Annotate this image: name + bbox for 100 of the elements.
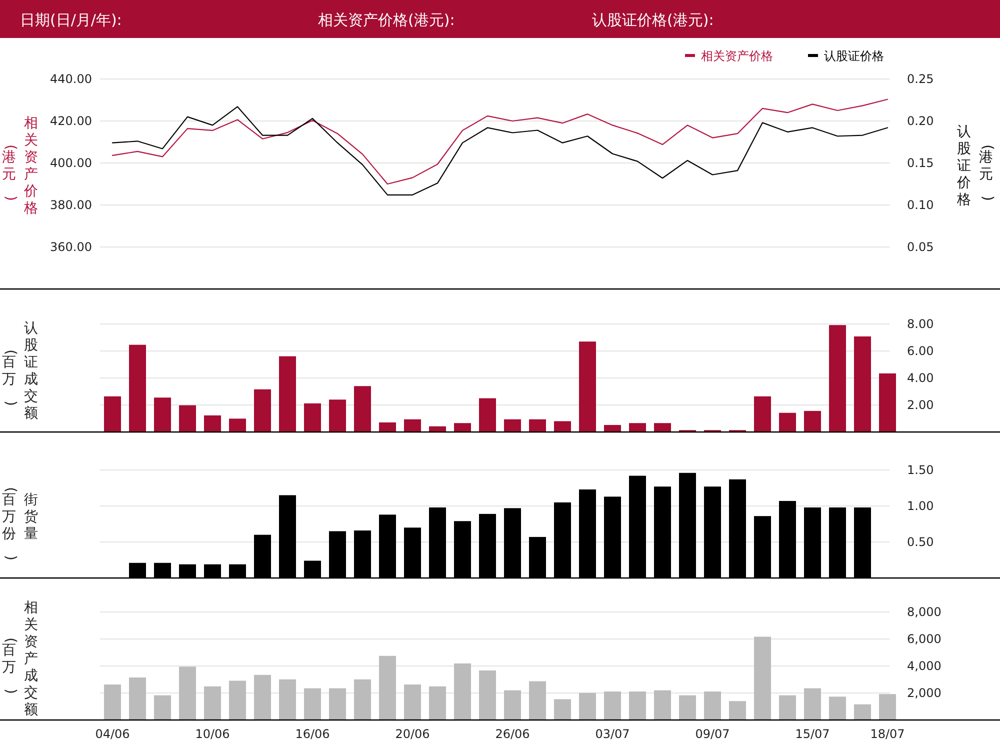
x-tick-label: 15/07	[795, 727, 830, 741]
text: (港元)	[2, 144, 18, 201]
text: (百万)	[2, 350, 18, 406]
x-tick-label: 20/06	[395, 727, 430, 741]
bar	[654, 690, 671, 720]
bar	[379, 422, 396, 432]
bar	[129, 344, 146, 432]
bar	[804, 410, 821, 432]
bar	[754, 396, 771, 432]
bar	[829, 696, 846, 720]
bar	[279, 356, 296, 432]
x-tick-label: 16/06	[295, 727, 330, 741]
text: (百万)	[2, 638, 18, 694]
bar	[129, 677, 146, 720]
bar	[354, 679, 371, 720]
bar	[829, 325, 846, 432]
y-tick-label: 8.00	[907, 317, 934, 331]
bar	[154, 695, 171, 720]
bar	[604, 424, 621, 432]
bar	[679, 695, 696, 720]
y-axis-title: 相关资产价格	[23, 116, 38, 216]
bar	[454, 663, 471, 720]
y-tick-label: 1.00	[907, 499, 934, 513]
bar	[304, 688, 321, 720]
y2-tick-label: 0.20	[907, 114, 934, 128]
bar	[304, 403, 321, 432]
y-tick-label: 2.00	[907, 398, 934, 412]
bar	[104, 396, 121, 432]
text: (百万份)	[2, 487, 18, 560]
bar	[179, 405, 196, 432]
text: 日期(日/月/年):	[20, 11, 122, 29]
text: (港元)	[979, 144, 996, 201]
bar	[754, 636, 771, 720]
bar	[629, 692, 646, 720]
y-tick-label: 420.00	[50, 114, 92, 128]
y2-tick-label: 0.10	[907, 198, 934, 212]
y-tick-label: 6.00	[907, 344, 934, 358]
legend-label: 认股证价格	[824, 49, 884, 63]
y-tick-label: 6,000	[907, 632, 942, 646]
bar	[854, 704, 871, 720]
bar	[554, 421, 571, 432]
text: 认股证价格(港元):	[592, 11, 714, 29]
bar	[279, 679, 296, 720]
bar	[479, 398, 496, 432]
bar	[554, 699, 571, 720]
bar	[604, 692, 621, 720]
bar	[879, 373, 896, 432]
bar	[204, 686, 221, 720]
bar	[579, 342, 596, 432]
bar	[429, 686, 446, 720]
line-series	[112, 98, 888, 185]
x-tick-label: 04/06	[95, 727, 130, 741]
bar	[229, 680, 246, 720]
text: 相关资产价格(港元):	[318, 11, 455, 29]
bar	[329, 688, 346, 720]
y-tick-label: 440.00	[50, 72, 92, 86]
y-tick-label: 0.50	[907, 535, 934, 549]
x-tick-label: 18/07	[870, 727, 905, 741]
legend-label: 相关资产价格	[701, 49, 773, 63]
y2-tick-label: 0.25	[907, 72, 934, 86]
x-tick-label: 26/06	[495, 727, 530, 741]
y-tick-label: 380.00	[50, 198, 92, 212]
y2-tick-label: 0.05	[907, 240, 934, 254]
bar	[779, 412, 796, 432]
bar	[504, 690, 521, 720]
bar	[404, 684, 421, 720]
y-axis-title: 街货量	[24, 492, 38, 542]
y-tick-label: 400.00	[50, 156, 92, 170]
bar	[254, 674, 271, 720]
bar	[779, 695, 796, 720]
bar	[629, 423, 646, 432]
bar	[529, 419, 546, 432]
y-tick-label: 4.00	[907, 371, 934, 385]
bar	[154, 398, 171, 432]
y-axis-title: 相关资产成交额	[24, 600, 38, 718]
bar	[204, 415, 221, 432]
y-tick-label: 8,000	[907, 605, 942, 619]
bar	[454, 423, 471, 432]
bar	[229, 418, 246, 432]
y-tick-label: 2,000	[907, 686, 942, 700]
line-series	[112, 106, 888, 196]
bar	[854, 336, 871, 432]
bar	[504, 419, 521, 432]
bar	[654, 423, 671, 432]
bar	[879, 694, 896, 720]
bar	[404, 419, 421, 432]
y2-axis-title: 认股证价格	[956, 124, 971, 208]
y-axis-title: 认股证成交额	[24, 320, 38, 422]
bar	[529, 681, 546, 720]
bar	[254, 389, 271, 432]
bar	[479, 670, 496, 720]
y-tick-label: 4,000	[907, 659, 942, 673]
bar	[104, 684, 121, 720]
x-tick-label: 03/07	[595, 727, 630, 741]
bar	[354, 386, 371, 432]
bar	[579, 692, 596, 720]
y-tick-label: 360.00	[50, 240, 92, 254]
y-tick-label: 1.50	[907, 463, 934, 477]
x-tick-label: 09/07	[695, 727, 730, 741]
bar	[704, 692, 721, 720]
